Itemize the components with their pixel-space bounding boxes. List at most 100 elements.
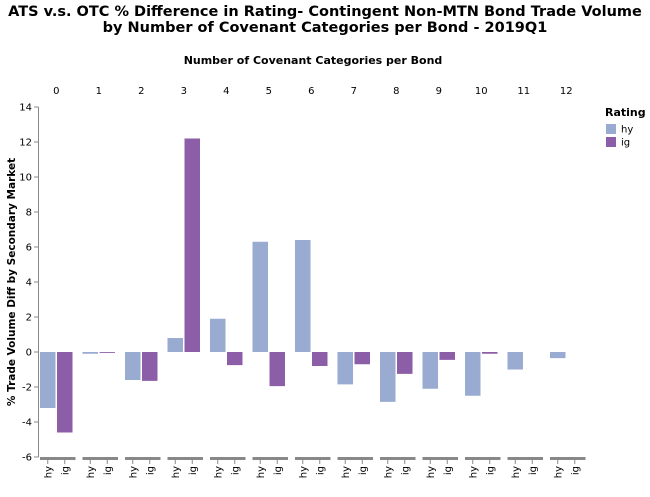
bar-4-hy (210, 318, 226, 352)
facet-0: 0 hy ig (40, 86, 76, 478)
x-tick-label: ig (443, 466, 454, 475)
bar-10-ig (482, 352, 498, 354)
x-tick-label: ig (273, 466, 284, 475)
facet-11: 11 hy ig (507, 86, 543, 478)
bar-2-hy (125, 352, 141, 380)
y-tick-label: 4 (26, 278, 32, 289)
facet-label: 4 (223, 86, 229, 97)
facet-5: 5 hy ig (252, 86, 288, 478)
facet-label: 11 (517, 86, 530, 97)
bar-12-hy (550, 352, 566, 359)
facet-label: 7 (351, 86, 357, 97)
x-tick-label: hy (468, 466, 479, 478)
x-tick-label: ig (400, 466, 411, 475)
x-tick-label: hy (128, 466, 139, 478)
y-tick-label: -2 (22, 383, 32, 394)
facet-label: 1 (96, 86, 102, 97)
y-tick-label: 8 (26, 208, 32, 219)
y-axis-title: % Trade Volume Diff by Secondary Market (6, 158, 18, 406)
x-tick-label: hy (171, 466, 182, 478)
x-tick-label: hy (553, 466, 564, 478)
x-tick-label: ig (103, 466, 114, 475)
facet-label: 12 (560, 86, 573, 97)
bar-5-ig (269, 352, 285, 387)
bar-9-hy (422, 352, 438, 389)
y-tick-label: -4 (22, 418, 32, 429)
legend-title: Rating (605, 106, 646, 119)
y-axis: -6 -4 -2 0 2 4 6 8 10 12 14 (19, 103, 39, 464)
bar-0-ig (57, 352, 73, 433)
column-axis-title: Number of Covenant Categories per Bond (184, 54, 443, 67)
y-tick-label: 10 (19, 173, 32, 184)
facet-12: 12 hy ig (550, 86, 586, 478)
bar-11-hy (507, 352, 523, 370)
facet-label: 9 (436, 86, 442, 97)
legend: Rating hy ig (605, 106, 646, 149)
bar-4-ig (227, 352, 243, 366)
bar-3-ig (184, 138, 200, 352)
bar-5-hy (252, 241, 268, 352)
x-tick-label: hy (213, 466, 224, 478)
bar-6-ig (312, 352, 328, 366)
facet-label: 0 (53, 86, 59, 97)
x-tick-label: ig (230, 466, 241, 475)
facet-label: 3 (181, 86, 187, 97)
facet-label: 10 (475, 86, 488, 97)
facet-9: 9 hy ig (422, 86, 458, 478)
y-tick-label: 14 (19, 103, 32, 114)
facet-4: 4 hy ig (210, 86, 246, 478)
x-tick-label: ig (528, 466, 539, 475)
facet-1: 1 hy ig (82, 86, 118, 478)
facet-8: 8 hy ig (380, 86, 416, 478)
y-tick-label: 2 (26, 313, 32, 324)
facet-3: 3 hy ig (167, 86, 203, 478)
facet-2: 2 hy ig (125, 86, 161, 478)
bar-10-hy (465, 352, 481, 396)
bar-8-ig (397, 352, 413, 374)
bar-8-hy (380, 352, 396, 402)
x-tick-label: ig (188, 466, 199, 475)
facet-10: 10 hy ig (465, 86, 501, 478)
x-tick-label: ig (570, 466, 581, 475)
bar-7-hy (337, 352, 353, 385)
x-tick-label: hy (341, 466, 352, 478)
y-tick-label: 12 (19, 138, 32, 149)
x-tick-label: ig (315, 466, 326, 475)
bar-6-hy (295, 240, 311, 352)
legend-swatch-ig (606, 137, 616, 147)
facet-label: 8 (393, 86, 399, 97)
legend-label-ig: ig (621, 138, 630, 149)
y-tick-label: 6 (26, 243, 32, 254)
bar-3-hy (167, 338, 183, 352)
facet-label: 5 (266, 86, 272, 97)
y-tick-label: -6 (22, 453, 32, 464)
bar-1-ig (99, 352, 115, 353)
facet-label: 6 (308, 86, 314, 97)
x-tick-label: hy (426, 466, 437, 478)
chart-title-line-2: by Number of Covenant Categories per Bon… (103, 20, 548, 36)
legend-label-hy: hy (621, 125, 633, 136)
x-tick-label: hy (383, 466, 394, 478)
facet-label: 2 (138, 86, 144, 97)
facet-7: 7 hy ig (337, 86, 373, 478)
x-tick-label: hy (43, 466, 54, 478)
x-tick-label: hy (511, 466, 522, 478)
legend-swatch-hy (606, 124, 616, 134)
bar-0-hy (40, 352, 56, 408)
x-tick-label: ig (60, 466, 71, 475)
bar-1-hy (82, 352, 98, 354)
bar-2-ig (142, 352, 158, 381)
y-tick-label: 0 (26, 348, 32, 359)
x-tick-label: hy (256, 466, 267, 478)
x-tick-label: ig (485, 466, 496, 475)
x-tick-label: ig (358, 466, 369, 475)
chart-title-line-1: ATS v.s. OTC % Difference in Rating- Con… (8, 4, 642, 20)
x-tick-label: hy (298, 466, 309, 478)
facet-6: 6 hy ig (295, 86, 331, 478)
bar-7-ig (354, 352, 370, 365)
bar-9-ig (439, 352, 455, 360)
x-tick-label: hy (86, 466, 97, 478)
x-tick-label: ig (145, 466, 156, 475)
